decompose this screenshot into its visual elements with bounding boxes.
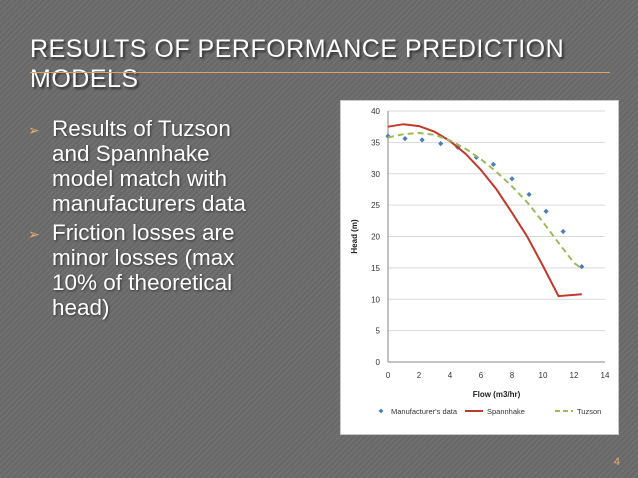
y-tick-label: 0 [376, 358, 381, 367]
y-tick-label: 20 [371, 233, 380, 242]
title-divider [30, 72, 610, 73]
y-tick-label: 30 [371, 170, 380, 179]
page-number: 4 [613, 456, 620, 468]
y-tick-label: 10 [371, 295, 380, 304]
data-point [402, 136, 408, 142]
x-tick-label: 4 [448, 371, 453, 380]
slide-title: RESULTS OF PERFORMANCE PREDICTION MODELS [30, 34, 590, 94]
bullet-list: ➢ Results of Tuzson and Spannhake model … [28, 116, 318, 324]
y-tick-label: 25 [371, 201, 380, 210]
performance-chart: 0 5 10 15 20 25 30 35 40 0 2 4 6 8 10 12 14 Flow (m3/hr) H… [350, 107, 610, 416]
series-line-tuzson [387, 131, 583, 270]
data-point [490, 161, 496, 167]
y-tick-label: 15 [371, 264, 380, 273]
y-tick-label: 5 [376, 327, 381, 336]
title-line-1: RESULTS OF PERFORMANCE PREDICTION [30, 35, 565, 63]
bullet-item: ➢ Results of Tuzson and Spannhake model … [28, 116, 318, 216]
x-tick-label: 0 [386, 371, 391, 380]
data-point [579, 264, 585, 270]
data-point [560, 228, 566, 235]
data-point [526, 191, 532, 198]
x-tick-label: 14 [601, 371, 610, 380]
data-point [543, 208, 549, 214]
bullet-text: Results of Tuzson and Spannhake model ma… [52, 116, 246, 216]
legend-label: Tuzson [577, 407, 601, 416]
title-line-2: MODELS [30, 65, 139, 93]
y-tick-label: 40 [371, 107, 380, 116]
legend-label: Spannhake [487, 407, 525, 416]
x-tick-label: 2 [417, 371, 422, 380]
x-tick-label: 12 [570, 371, 579, 380]
data-point [438, 141, 444, 147]
x-axis-label: Flow (m3/hr) [473, 390, 521, 399]
x-tick-label: 10 [539, 371, 548, 380]
bullet-item: ➢ Friction losses are minor losses (max … [28, 220, 318, 320]
data-point [419, 137, 425, 143]
y-tick-label: 35 [371, 138, 380, 147]
x-tick-label: 6 [479, 371, 484, 380]
series-line-spannhake [387, 123, 582, 298]
data-point [385, 133, 391, 139]
bullet-text: Friction losses are minor losses (max 10… [52, 220, 235, 320]
y-axis-label: Head (m) [350, 219, 359, 254]
arrow-bullet-icon: ➢ [28, 123, 40, 139]
legend-label: Manufacturer's data [391, 407, 458, 416]
data-point [509, 176, 515, 182]
chart-panel: 0 5 10 15 20 25 30 35 40 0 2 4 6 8 10 12 14 Flow (m3/hr) H… [340, 100, 619, 435]
x-tick-label: 8 [510, 371, 515, 380]
arrow-bullet-icon: ➢ [28, 227, 40, 243]
legend-marker [378, 408, 384, 414]
